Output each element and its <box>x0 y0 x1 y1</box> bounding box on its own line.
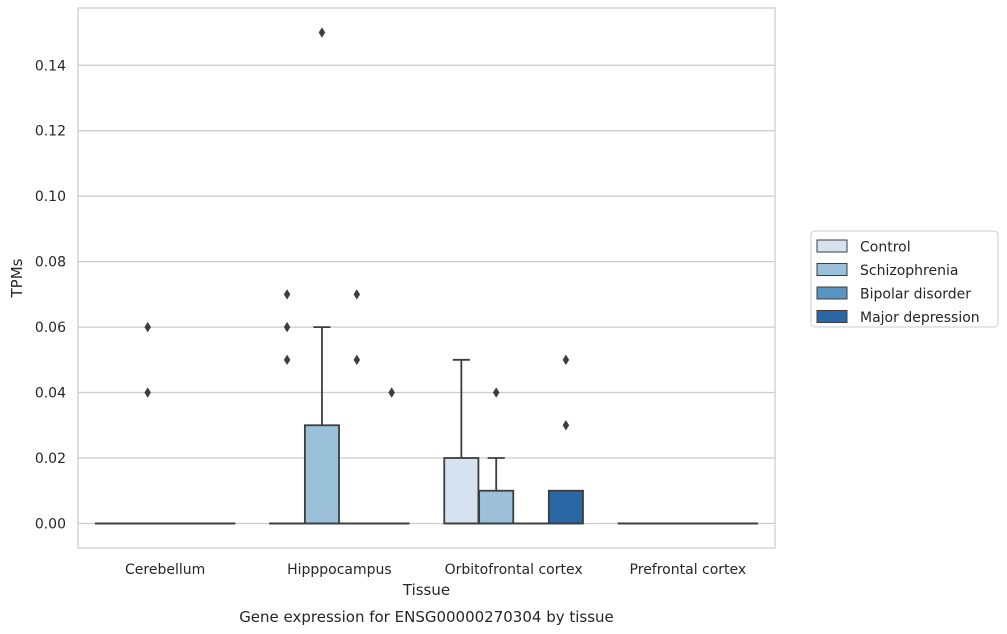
box-major-depression <box>547 354 584 525</box>
y-tick-label: 0.12 <box>35 124 66 140</box>
legend-swatch <box>816 239 848 253</box>
y-axis-ticks: 0.00 0.02 0.04 0.06 0.08 0.10 0.12 0.14 <box>35 58 66 532</box>
y-tick-label: 0.10 <box>35 189 66 205</box>
outlier-point <box>283 321 291 333</box>
box-major-depression <box>373 387 410 525</box>
outlier-point <box>283 354 291 365</box>
outlier-point <box>144 321 151 333</box>
box-body <box>478 489 515 525</box>
outlier-point <box>353 354 361 365</box>
y-tick-label: 0.08 <box>35 255 66 271</box>
box-body <box>547 489 584 525</box>
outlier-point <box>562 354 570 365</box>
legend-label: Schizophrenia <box>860 263 958 279</box>
chart-caption: Gene expression for ENSG00000270304 by t… <box>239 608 614 626</box>
legend-frame <box>810 230 999 328</box>
plot-frame <box>77 7 776 549</box>
gridlines <box>78 64 775 525</box>
outlier-point <box>144 387 151 398</box>
box-control <box>443 358 480 525</box>
box-schizophrenia <box>478 387 515 525</box>
outlier-point <box>353 289 361 300</box>
box-control <box>269 289 306 525</box>
legend-label: Bipolar disorder <box>860 287 971 303</box>
y-tick-label: 0.00 <box>35 516 66 532</box>
y-tick-label: 0.02 <box>35 451 66 467</box>
legend: Control Schizophrenia Bipolar disorder Majo… <box>810 230 999 328</box>
box-body <box>443 457 480 525</box>
legend-label: Major depression <box>860 310 980 326</box>
outlier-point <box>492 387 500 398</box>
y-tick-label: 0.06 <box>35 320 66 336</box>
legend-label: Control <box>860 240 911 256</box>
legend-swatch <box>816 263 848 276</box>
outlier-point <box>562 420 570 431</box>
x-tick-label: Prefrontal cortex <box>630 562 747 578</box>
legend-swatch <box>816 310 848 323</box>
outlier-point <box>388 387 395 398</box>
x-tick-label: Hipppocampus <box>287 562 392 578</box>
x-axis-ticks: Cerebellum Hipppocampus Orbitofrontal cort… <box>125 562 746 578</box>
y-tick-label: 0.04 <box>35 386 66 402</box>
x-axis-title: Tissue <box>402 581 450 599</box>
x-tick-label: Orbitofrontal cortex <box>445 562 583 578</box>
box-schizophrenia <box>303 27 340 525</box>
y-axis-title: TPMs <box>8 258 26 298</box>
box-plot-area <box>94 27 759 525</box>
box-schizophrenia <box>129 321 166 525</box>
box-bipolar-disorder <box>338 289 375 525</box>
outlier-point <box>283 289 291 300</box>
legend-swatch <box>816 286 848 300</box>
y-tick-label: 0.14 <box>35 58 66 74</box>
x-tick-label: Cerebellum <box>125 562 205 578</box>
box-body <box>303 424 340 525</box>
outlier-point <box>318 27 326 38</box>
